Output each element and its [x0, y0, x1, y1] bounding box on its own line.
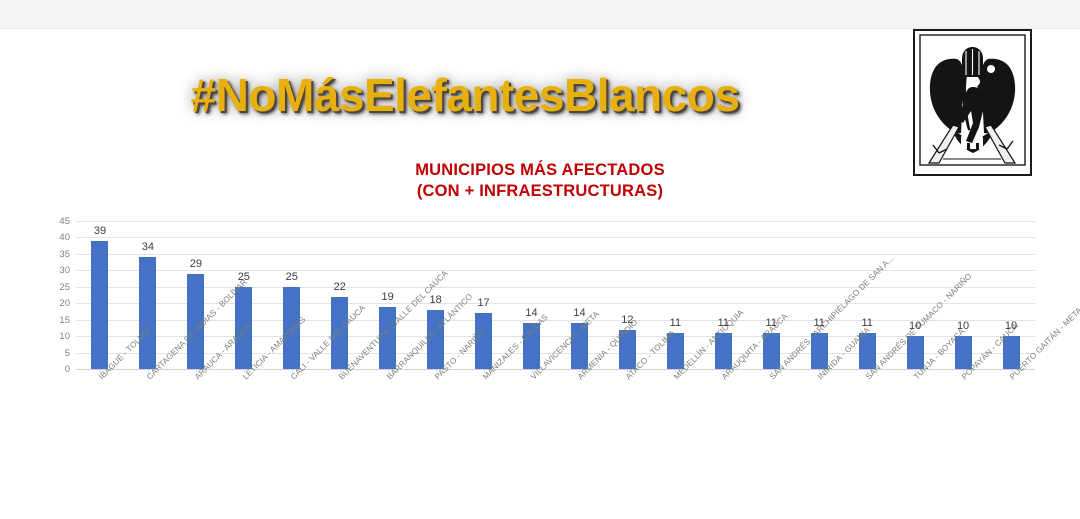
- y-tick-label: 15: [59, 314, 70, 326]
- gridline: [76, 221, 1035, 222]
- x-tick-mark: [627, 369, 629, 372]
- bar[interactable]: [235, 286, 253, 369]
- bar-value-label: 10: [909, 320, 922, 333]
- bar-value-label: 10: [956, 320, 970, 333]
- bar[interactable]: [523, 322, 541, 369]
- y-tick-label: 0: [64, 364, 70, 375]
- top-strip: [0, 0, 1080, 29]
- bar-value-label: 18: [429, 293, 442, 306]
- x-tick-mark: [723, 369, 725, 372]
- page-title: #NoMásElefantesBlancos: [190, 69, 740, 121]
- bar-value-label: 14: [525, 306, 538, 319]
- x-tick-mark: [195, 369, 197, 372]
- chart-subtitle: MUNICIPIOS MÁS AFECTADOS (CON + INFRAEST…: [0, 160, 1080, 202]
- y-tick-label: 30: [59, 265, 70, 277]
- bar-value-label: 11: [669, 316, 682, 329]
- bar-value-label: 11: [765, 316, 777, 329]
- y-tick-label: 25: [59, 281, 70, 293]
- gridline: [76, 303, 1035, 305]
- bar-value-label: 11: [813, 316, 825, 329]
- plot-area: [76, 221, 1035, 370]
- bar[interactable]: [858, 332, 876, 369]
- bar-value-label: 10: [1004, 320, 1018, 333]
- bar[interactable]: [954, 336, 972, 369]
- bar-value-label: 14: [573, 306, 586, 319]
- bar-value-label: 11: [717, 316, 730, 329]
- bar[interactable]: [810, 332, 828, 369]
- y-axis-labels: 0 5 10 15 20 25 30 35 40 45: [40, 217, 70, 374]
- elephant-logo: [913, 29, 1032, 176]
- x-tick-mark: [99, 369, 101, 372]
- x-tick-mark: [531, 369, 533, 372]
- y-tick-label: 35: [59, 248, 70, 260]
- x-tick-mark: [771, 369, 773, 372]
- x-tick-mark: [963, 369, 965, 372]
- gridline: [76, 352, 1035, 354]
- bar[interactable]: [283, 286, 301, 369]
- y-tick-label: 10: [59, 331, 70, 343]
- bar[interactable]: [714, 332, 732, 369]
- bar-value-label: 29: [189, 257, 202, 270]
- bar-value-label: 25: [237, 270, 250, 283]
- elephant-icon: [915, 31, 1030, 174]
- bar-chart: 0 5 10 15 20 25 30 35 40 45 39 IBAGUÉ - TOLIMA 34 CA…: [0, 214, 1080, 519]
- bar[interactable]: [570, 322, 588, 369]
- gridline: [76, 253, 1035, 255]
- bar-value-label: 34: [141, 241, 155, 254]
- x-tick-mark: [867, 369, 869, 372]
- bar[interactable]: [1002, 336, 1020, 369]
- axis-line: [76, 369, 1035, 370]
- y-tick-label: 20: [59, 298, 70, 310]
- bar-value-label: 12: [621, 313, 634, 326]
- x-tick-mark: [819, 369, 821, 372]
- x-tick-mark: [387, 369, 389, 372]
- bar[interactable]: [906, 336, 924, 369]
- x-tick-mark: [483, 369, 485, 372]
- x-tick-mark: [915, 369, 917, 372]
- bar[interactable]: [139, 257, 157, 369]
- bar-value-label: 25: [285, 270, 298, 283]
- gridline: [76, 237, 1035, 239]
- bar[interactable]: [187, 273, 205, 369]
- bar[interactable]: [427, 309, 445, 369]
- subtitle-line-2: (CON + INFRAESTRUCTURAS): [416, 182, 664, 200]
- bar[interactable]: [331, 296, 349, 369]
- bar[interactable]: [91, 240, 109, 369]
- gridline: [76, 286, 1035, 288]
- x-tick-mark: [147, 369, 149, 372]
- bar-value-label: 19: [381, 290, 394, 303]
- y-tick-label: 40: [59, 232, 70, 244]
- gridline: [76, 270, 1035, 272]
- x-tick-mark: [339, 369, 341, 372]
- x-tick-mark: [243, 369, 245, 372]
- gridline: [76, 319, 1035, 321]
- bar[interactable]: [379, 306, 397, 369]
- bar[interactable]: [618, 329, 636, 369]
- bar[interactable]: [762, 332, 780, 369]
- x-tick-mark: [291, 369, 293, 372]
- bar[interactable]: [475, 313, 493, 369]
- x-tick-mark: [579, 369, 581, 372]
- gridline: [76, 336, 1035, 338]
- subtitle-line-1: MUNICIPIOS MÁS AFECTADOS: [415, 161, 665, 179]
- bar-value-label: 22: [333, 280, 346, 293]
- y-tick-label: 45: [59, 216, 70, 227]
- y-tick-label: 5: [64, 347, 70, 359]
- x-tick-mark: [1011, 369, 1013, 372]
- bar-value-label: 39: [93, 224, 107, 237]
- x-tick-mark: [435, 369, 437, 372]
- bar[interactable]: [666, 332, 684, 369]
- bar-value-label: 17: [477, 297, 490, 310]
- x-tick-mark: [675, 369, 677, 372]
- bar-value-label: 11: [861, 316, 873, 329]
